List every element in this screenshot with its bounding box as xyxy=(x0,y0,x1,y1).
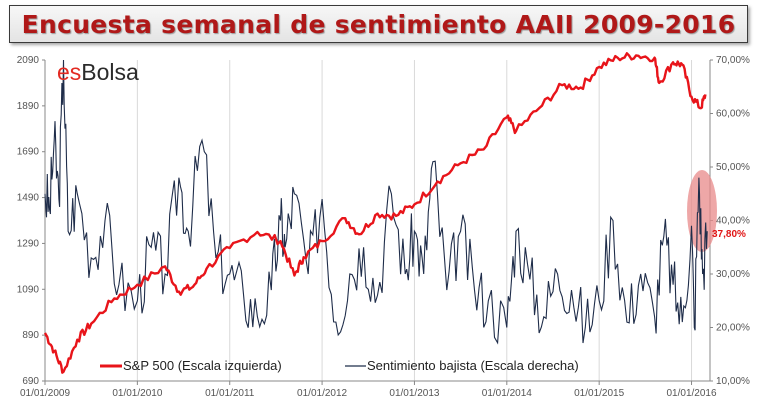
right-tick-label: 50,00% xyxy=(716,162,750,173)
right-tick-label: 30,00% xyxy=(716,269,750,280)
left-axis-ticks: 2090 1890 1690 1490 1290 1090 890 690 xyxy=(17,55,45,387)
legend-label-sp500: S&P 500 (Escala izquierda) xyxy=(123,358,282,373)
left-tick-label: 1890 xyxy=(17,101,40,112)
x-axis-ticks: 01/01/2009 01/01/2010 01/01/2011 01/01/2012… xyxy=(20,381,717,399)
x-tick-label: 01/01/2010 xyxy=(112,388,162,399)
right-tick-label: 60,00% xyxy=(716,109,750,120)
left-tick-label: 1290 xyxy=(17,238,40,249)
x-tick-label: 01/01/2015 xyxy=(574,388,624,399)
left-tick-label: 2090 xyxy=(17,55,40,66)
series-line-sp500 xyxy=(43,52,707,374)
right-tick-label: 20,00% xyxy=(716,323,750,334)
annotation-label: 37,80% xyxy=(712,229,746,240)
brand-logo: esBolsa xyxy=(57,59,139,85)
series-line-bearish xyxy=(44,59,708,345)
x-tick-label: 01/01/2013 xyxy=(389,388,439,399)
x-tick-label: 01/01/2009 xyxy=(20,388,70,399)
x-tick-label: 01/01/2014 xyxy=(482,388,532,399)
chart-title: Encuesta semanal de sentimiento AAII 200… xyxy=(21,9,736,39)
gridlines xyxy=(44,60,693,381)
left-tick-label: 1490 xyxy=(17,193,40,204)
x-tick-label: 01/01/2012 xyxy=(297,388,347,399)
left-tick-label: 1090 xyxy=(17,284,40,295)
legend-label-bearish: Sentimiento bajista (Escala derecha) xyxy=(367,358,579,373)
left-tick-label: 890 xyxy=(22,330,39,341)
x-tick-label: 01/01/2011 xyxy=(205,388,255,399)
right-tick-label: 40,00% xyxy=(716,216,750,227)
chart-title-banner: Encuesta semanal de sentimiento AAII 200… xyxy=(9,5,748,43)
right-tick-label: 70,00% xyxy=(716,55,750,66)
left-tick-label: 690 xyxy=(22,376,39,387)
left-tick-label: 1690 xyxy=(17,147,40,158)
legend: S&P 500 (Escala izquierda) Sentimiento b… xyxy=(100,358,579,373)
highlight-ellipse xyxy=(687,170,717,252)
right-tick-label: 10,00% xyxy=(716,376,750,387)
x-tick-label: 01/01/2016 xyxy=(666,388,716,399)
